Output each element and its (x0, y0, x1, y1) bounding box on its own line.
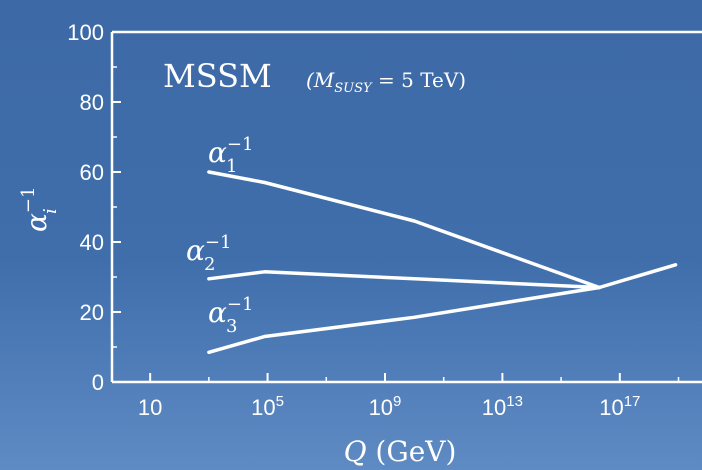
series-label-1: α−1 1 (208, 134, 253, 177)
y-tick-label: 80 (80, 90, 104, 115)
y-ticks: 0 20 40 60 80 100 (67, 20, 121, 395)
chart-subtitle: (MSUSY = 5 TeV) (306, 68, 466, 96)
series-line-4 (597, 263, 678, 290)
x-tick-label: 109 (369, 393, 402, 420)
series-line-3 (207, 285, 602, 355)
y-tick-label: 60 (80, 160, 104, 185)
x-axis-label: Q (GeV) (344, 435, 457, 468)
series-lines (207, 170, 678, 355)
y-tick-label: 100 (67, 20, 104, 45)
y-tick-label: 40 (80, 230, 104, 255)
y-tick-label: 0 (92, 370, 104, 395)
x-tick-label: 10 (138, 395, 162, 420)
series-line-2 (207, 270, 602, 290)
x-tick-label: 105 (251, 393, 284, 420)
y-axis-label: α−1i (18, 187, 61, 232)
series-labels: α−1 1 α−1 2 α−1 3 (186, 134, 253, 337)
x-tick-label: 1017 (599, 393, 640, 420)
series-label-2: α−1 2 (186, 232, 231, 275)
chart-title: MSSM (163, 57, 272, 95)
x-ticks: 10 105 109 1013 1017 (138, 373, 680, 420)
y-tick-label: 20 (80, 300, 104, 325)
series-line-1 (207, 170, 602, 290)
x-tick-label: 1013 (482, 393, 523, 420)
series-label-3: α−1 3 (208, 294, 253, 337)
